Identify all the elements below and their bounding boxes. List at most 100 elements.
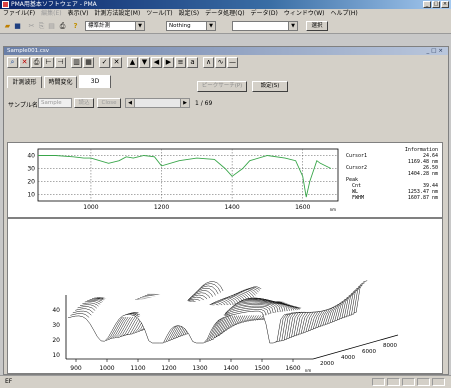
info-row-label: Peak: [346, 177, 359, 183]
third-select[interactable]: ▼: [232, 21, 298, 31]
x-tick-label: 1200: [154, 204, 169, 211]
sample-label: サンプル名: [8, 102, 38, 109]
menu-edit[interactable]: 編集(E): [41, 10, 62, 17]
delete-icon[interactable]: ✕: [19, 57, 30, 68]
arrow-down-icon[interactable]: ▼: [139, 57, 150, 68]
child-window-buttons[interactable]: _□×: [426, 48, 445, 54]
info-row-value: 39.44: [422, 183, 438, 189]
minimize-button[interactable]: _: [423, 1, 431, 8]
arrow-left-icon[interactable]: ◀: [151, 57, 162, 68]
peak-icon[interactable]: ∧: [203, 57, 214, 68]
x-tick-label: 1100: [130, 365, 145, 372]
info-row: FWHM 1607.87 nm: [346, 195, 438, 201]
window-title: PMA用基本ソフトウェア - PMA: [11, 1, 97, 8]
info-row-label: Cnt: [346, 183, 362, 189]
grid-icon[interactable]: ▦: [83, 57, 94, 68]
copy-icon[interactable]: ⎘: [38, 22, 45, 30]
y-tick-label: 10: [27, 192, 35, 199]
sample-close-button[interactable]: Close: [97, 98, 121, 108]
arrow-right-icon[interactable]: ▶: [180, 99, 189, 107]
arrow-left-icon[interactable]: ◀: [126, 99, 135, 107]
list-icon[interactable]: ≡: [175, 57, 186, 68]
paste-icon[interactable]: ▤: [48, 22, 55, 30]
menu-bar: ファイル(F) 編集(E) 表示(V) 計測方法設定(M) ツール(T) 設定(…: [0, 9, 451, 19]
method-select[interactable]: 標準計測 ▼: [85, 21, 145, 31]
x-tick-label: 1200: [161, 365, 176, 372]
info-row-wavelength: 1169.48 nm: [407, 159, 438, 165]
x-tick-label: 1000: [83, 204, 98, 211]
arrow-up-icon[interactable]: ▲: [127, 57, 138, 68]
waterfall-3d-chart[interactable]: 900 1000 1100 1200 1300 1400 1500 1600 nm 10 20 30 4…: [8, 219, 442, 373]
x-tick-label: 1600: [295, 204, 310, 211]
info-heading: Information: [404, 147, 438, 153]
waterfall-panel: 900 1000 1100 1200 1300 1400 1500 1600 nm 10 20 30 4…: [7, 218, 443, 374]
info-row-value: 1253.47 nm: [407, 189, 438, 195]
sample-name-field[interactable]: Sample: [38, 98, 72, 108]
info-row: Cnt 39.44: [346, 183, 438, 189]
method-select-value: 標準計測: [88, 23, 111, 29]
menu-window[interactable]: ウィンドウ(W): [283, 10, 325, 17]
info-row-label: WL: [346, 189, 359, 195]
peak-search-button[interactable]: ピークサーチ(P): [197, 81, 247, 92]
waterfall-line: [67, 310, 289, 344]
x-tick-label: 1400: [224, 204, 239, 211]
sample-scrollbar[interactable]: ◀ ▶: [125, 98, 190, 108]
cross-icon[interactable]: ✕: [111, 57, 122, 68]
child-window-title: Sample001.csv: [7, 48, 50, 54]
y-tick-label: 40: [52, 307, 60, 314]
status-cell: [402, 378, 415, 386]
settings-button[interactable]: 設定(S): [252, 81, 288, 92]
x-tick-label: 1600: [285, 365, 300, 372]
z-tick-label: 2000: [320, 361, 334, 367]
print-icon[interactable]: ⎙: [59, 22, 66, 30]
maximize-button[interactable]: □: [432, 1, 440, 8]
print-icon[interactable]: ⎙: [31, 57, 42, 68]
info-row-wavelength: 1404.28 nm: [407, 171, 438, 177]
info-row: Cursor2 26.50: [346, 165, 438, 171]
main-toolbar: ▰ ■ ✂ ⎘ ▤ ⎙ ? 標準計測 ▼ Nothing ▼ ▼ 選択: [0, 19, 451, 34]
x-tick-label: 1400: [223, 365, 238, 372]
menu-tools[interactable]: ツール(T): [146, 10, 173, 17]
filter-select[interactable]: Nothing ▼: [166, 21, 216, 31]
select-button[interactable]: 選択: [306, 21, 328, 31]
menu-method[interactable]: 計測方法設定(M): [94, 10, 141, 17]
scale-icon[interactable]: ⊢: [43, 57, 54, 68]
chevron-down-icon: ▼: [288, 22, 297, 30]
menu-view[interactable]: 表示(V): [67, 10, 89, 17]
check-icon[interactable]: ✓: [99, 57, 110, 68]
y-tick-label: 30: [52, 322, 60, 329]
menu-file[interactable]: ファイル(F): [3, 10, 36, 17]
zoom-icon[interactable]: ⌕: [7, 57, 18, 68]
tab-waveform[interactable]: 計測波形: [7, 76, 42, 88]
menu-data[interactable]: データ(D): [250, 10, 278, 17]
info-row: WL 1253.47 nm: [346, 189, 438, 195]
child-window: Sample001.csv _□× ⌕ ✕ ⎙ ⊢ ⊣ ▥ ▦ ✓ ✕ ▲ ▼ …: [3, 46, 449, 375]
info-row-value: 26.50: [422, 165, 438, 171]
y-tick-label: 20: [27, 179, 35, 186]
sample-load-button[interactable]: 読込: [74, 98, 94, 108]
info-row-label: FWHM: [346, 195, 365, 201]
bar-icon[interactable]: ▥: [71, 57, 82, 68]
tab-time-change[interactable]: 時間変化: [44, 76, 77, 88]
arrow-right-icon[interactable]: ▶: [163, 57, 174, 68]
wave-icon[interactable]: ∿: [215, 57, 226, 68]
menu-help[interactable]: ヘルプ(H): [330, 10, 358, 17]
tab-3d[interactable]: 3D: [79, 75, 111, 88]
x-tick-label: 900: [70, 365, 82, 372]
menu-processing[interactable]: データ処理(Q): [205, 10, 245, 17]
cut-icon[interactable]: ✂: [28, 22, 35, 30]
range-icon[interactable]: ⊣: [55, 57, 66, 68]
help-icon[interactable]: ?: [73, 22, 78, 30]
text-icon[interactable]: a: [187, 57, 198, 68]
open-icon[interactable]: ▰: [4, 22, 11, 30]
info-rows: Cursor1 24.64 1169.48 nm Cursor2 26.50 1404.2…: [346, 153, 438, 201]
y-tick-label: 20: [52, 337, 60, 344]
flat-icon[interactable]: —: [227, 57, 238, 68]
info-row-value: 24.64: [422, 153, 438, 159]
save-icon[interactable]: ■: [14, 22, 21, 30]
info-row-label: Cursor1: [346, 153, 368, 159]
close-button[interactable]: ×: [441, 1, 449, 8]
spectrum-chart[interactable]: 10 20 30 40 1000 1200 1400 1600 nm: [8, 143, 344, 217]
menu-settings[interactable]: 設定(S): [178, 10, 200, 17]
y-tick-label: 30: [27, 166, 35, 173]
